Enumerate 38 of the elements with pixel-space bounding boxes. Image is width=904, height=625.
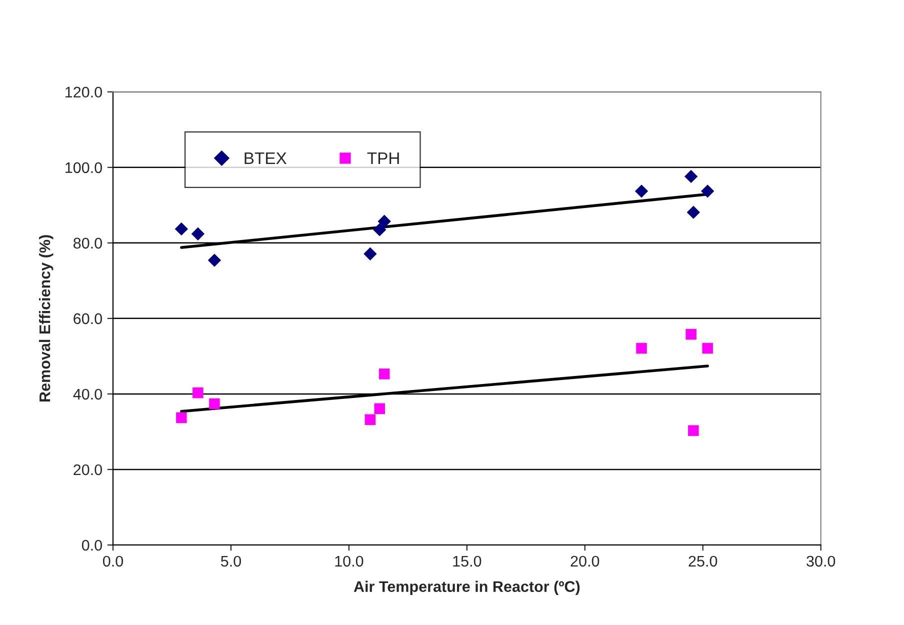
point: [374, 403, 385, 414]
point: [209, 398, 220, 410]
point: [191, 227, 205, 240]
x-tick-label: 0.0: [102, 556, 124, 567]
point: [702, 342, 713, 354]
point: [192, 387, 204, 398]
x-tick-label: 30.0: [806, 556, 836, 567]
point: [378, 368, 390, 380]
point: [378, 214, 391, 228]
y-tick-label: 80.0: [74, 238, 102, 249]
point: [688, 425, 699, 436]
point: [684, 170, 698, 184]
point: [700, 184, 714, 198]
y-tick-label: 20.0: [74, 464, 102, 476]
point: [364, 247, 377, 260]
point: [636, 342, 647, 354]
y-tick-label: 0.0: [82, 540, 102, 551]
x-tick-label: 15.0: [453, 556, 482, 567]
point: [364, 414, 376, 426]
point: [634, 184, 648, 198]
x-tick-label: 5.0: [220, 556, 241, 567]
x-tick-label: 25.0: [688, 556, 718, 567]
point: [686, 206, 700, 219]
point: [373, 223, 386, 236]
point: [686, 328, 696, 340]
point: [174, 222, 188, 236]
y-tick-label: 60.0: [74, 313, 102, 324]
y-axis-title: Removal Efficiency (%): [39, 235, 54, 402]
x-tick-label: 20.0: [570, 556, 600, 567]
y-tick-label: 120.0: [66, 86, 102, 98]
legend-label: BTEX: [244, 152, 287, 164]
x-axis-title: Air Temperature in Reactor (ºC): [354, 580, 580, 596]
legend-label: TPH: [367, 152, 399, 164]
y-tick-label: 100.0: [66, 162, 102, 174]
y-tick-label: 40.0: [73, 388, 102, 400]
x-tick-label: 10.0: [335, 556, 364, 567]
point: [208, 254, 222, 267]
point: [176, 412, 187, 424]
